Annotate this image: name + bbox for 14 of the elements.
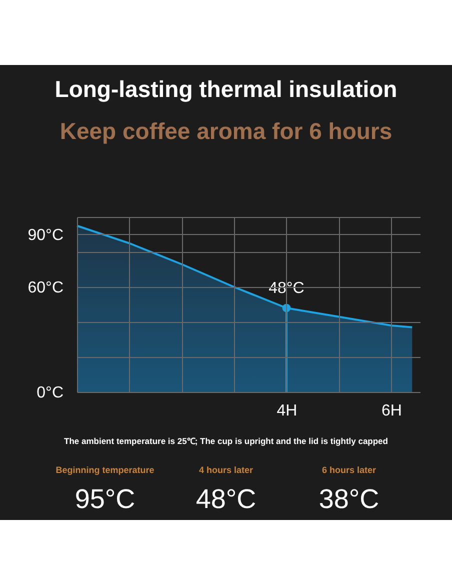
text: 95°C — [74, 484, 136, 514]
text: 48°C — [196, 484, 256, 514]
text: Beginning temperature — [56, 465, 154, 475]
y-tick-label: 60°C — [28, 280, 64, 296]
text: 6 hours later — [322, 465, 376, 475]
text: 4 hours later — [198, 465, 254, 475]
text: The ambient temperature is 25℃; The cup is upright and the lid is tightly capped — [64, 436, 388, 446]
x-tick-label: 4H — [276, 402, 298, 420]
x-tick-label: 6H — [381, 402, 402, 420]
chart-title: Long-lasting thermal insulation — [54, 76, 398, 102]
y-tick-label: 0°C — [36, 384, 64, 402]
chart-subtitle: Keep coffee aroma for 6 hours — [60, 118, 392, 144]
text: 38°C — [318, 484, 380, 514]
y-tick-label: 90°C — [28, 227, 64, 244]
